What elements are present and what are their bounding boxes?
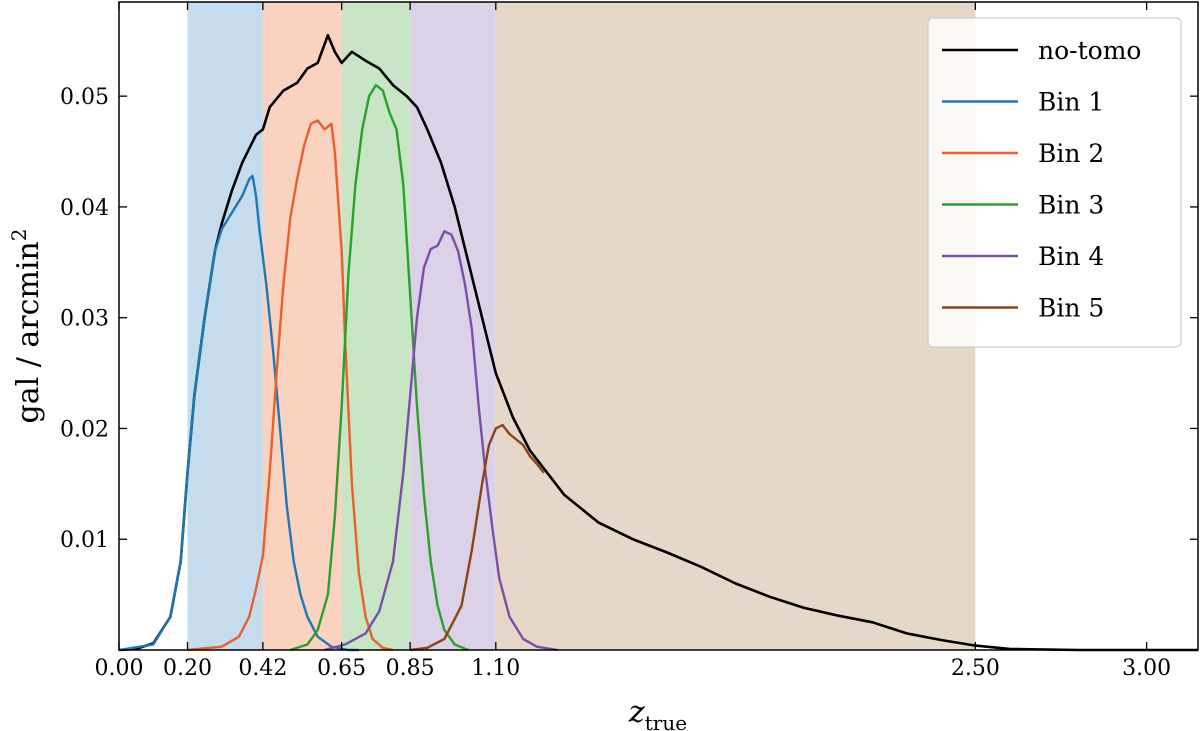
x-tick-label: 0.85 [386, 656, 435, 681]
legend-label-bin-3: Bin 3 [1038, 191, 1104, 220]
bin-bands [187, 2, 976, 650]
x-tick-label: 1.10 [471, 656, 520, 681]
x-axis-label: ztrue [628, 695, 687, 731]
y-tick-label: 0.05 [60, 85, 109, 110]
series-line-bin-4 [324, 230, 558, 652]
plot-frame [118, 1, 1199, 651]
x-axis-label-sub: true [645, 711, 687, 731]
x-tick-label: 0.20 [163, 656, 212, 681]
legend-label-bin-1: Bin 1 [1038, 88, 1104, 117]
y-axis-label: gal / arcmin2 [7, 229, 46, 424]
x-tick-label: 2.50 [951, 656, 1000, 681]
series-line-bin-5 [410, 423, 545, 652]
legend-label-bin-2: Bin 2 [1038, 139, 1104, 168]
bin-band-3 [341, 2, 411, 650]
bin-band-1 [187, 2, 263, 650]
series-line-bin-1 [118, 174, 359, 652]
x-tick-label: 0.65 [317, 656, 366, 681]
bin-band-5 [495, 2, 976, 650]
x-tick-label: 0.00 [95, 656, 144, 681]
y-tick-label: 0.04 [60, 196, 109, 221]
y-tick-label: 0.02 [60, 417, 109, 442]
bin-band-4 [410, 2, 496, 650]
series-line-bin-3 [289, 83, 469, 652]
axis-ticks: 0.00 0.20 0.42 0.65 0.85 1.10 2.50 3.00 0.01 0.02… [60, 2, 1198, 681]
x-tick-label: 3.00 [1122, 656, 1171, 681]
legend-label-bin-5: Bin 5 [1038, 294, 1104, 323]
legend: no-tomo Bin 1 Bin 2 Bin 3 Bin 4 Bin 5 [927, 17, 1182, 348]
series-line-bin-2 [187, 119, 394, 652]
y-tick-label: 0.03 [60, 307, 109, 332]
series-lines [118, 33, 1198, 652]
y-axis-label-sup: 2 [7, 229, 31, 242]
y-axis-label-main: gal / arcmin [11, 241, 46, 423]
bin-band-2 [262, 2, 342, 650]
y-tick-label: 0.01 [60, 528, 109, 553]
x-axis-label-main: z [628, 695, 645, 730]
x-tick-label: 0.42 [238, 656, 287, 681]
legend-label-bin-4: Bin 4 [1038, 242, 1104, 271]
legend-label-no-tomo: no-tomo [1038, 36, 1141, 65]
